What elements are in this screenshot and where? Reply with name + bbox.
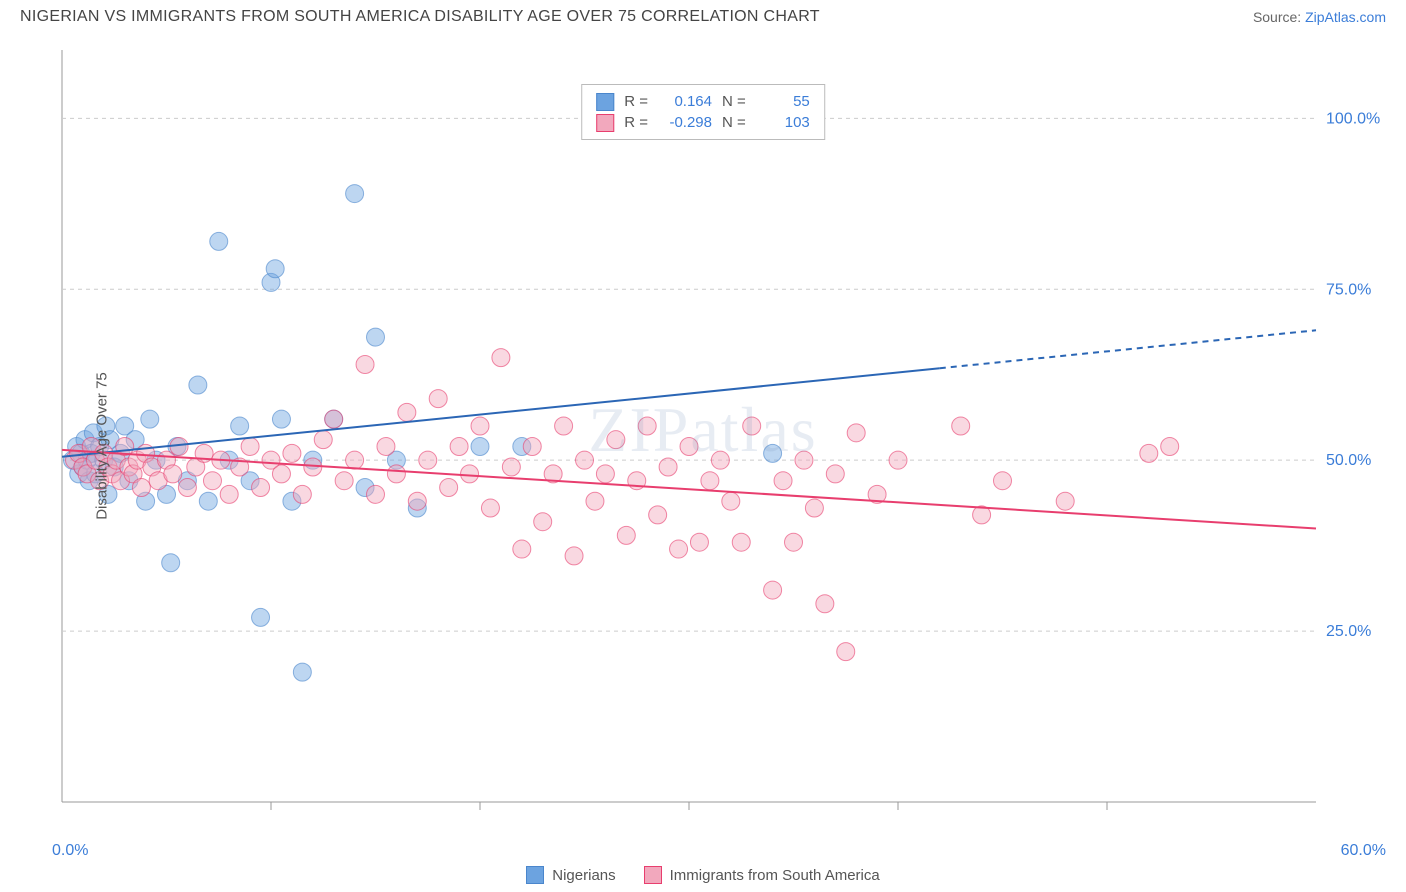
stat-row-2: R =-0.298 N =103 — [596, 112, 810, 133]
scatter-chart: 25.0% 50.0% 75.0% 100.0% — [20, 40, 1386, 820]
legend-item-2: Immigrants from South America — [644, 866, 880, 884]
page-title: NIGERIAN VS IMMIGRANTS FROM SOUTH AMERIC… — [20, 8, 820, 26]
svg-text:50.0%: 50.0% — [1326, 452, 1371, 469]
stats-legend: R =0.164 N =55 R =-0.298 N =103 — [581, 84, 825, 140]
source-attribution: Source: ZipAtlas.com — [1253, 9, 1386, 25]
svg-text:25.0%: 25.0% — [1326, 623, 1371, 640]
legend-item-1: Nigerians — [526, 866, 615, 884]
y-axis-label: Disability Age Over 75 — [93, 372, 110, 520]
stat-row-1: R =0.164 N =55 — [596, 91, 810, 112]
svg-text:75.0%: 75.0% — [1326, 281, 1371, 298]
footer-legend: Nigerians Immigrants from South America — [0, 866, 1406, 884]
source-link[interactable]: ZipAtlas.com — [1305, 9, 1386, 25]
svg-text:100.0%: 100.0% — [1326, 110, 1380, 127]
x-axis-labels: 0.0% 60.0% — [52, 842, 1386, 860]
